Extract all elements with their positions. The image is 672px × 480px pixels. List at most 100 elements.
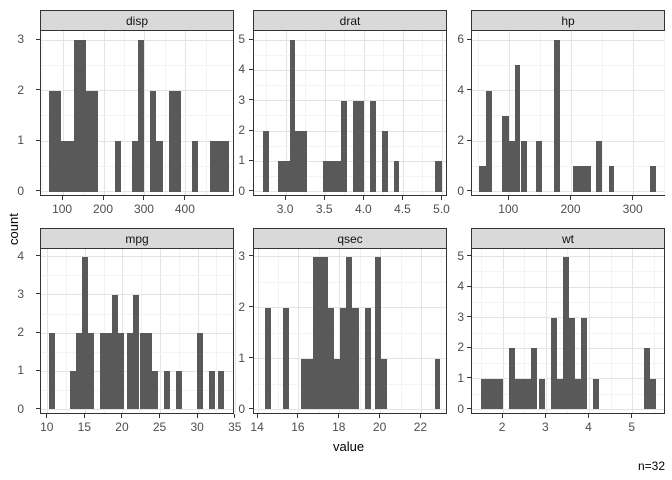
gridline-x-major (508, 31, 510, 195)
histogram-bar (312, 256, 329, 410)
histogram-bar (295, 131, 308, 192)
x-axis-title: value (333, 439, 365, 454)
gridline-y-major (254, 69, 446, 71)
histogram-bar (70, 371, 77, 410)
x-tick-mark (196, 414, 198, 418)
y-tick-label: 1 (17, 133, 24, 148)
x-tick-label: 100 (52, 202, 73, 216)
gridline-x-minor (42, 31, 44, 195)
x-tick-label: 3.0 (276, 202, 294, 216)
gridline-x-minor (400, 249, 402, 413)
facet-strip-label: qsec (337, 231, 363, 246)
facet-panel-mpg (40, 248, 237, 414)
histogram-bar (554, 40, 561, 192)
x-tick-label: 3 (541, 420, 549, 434)
gridline-x-minor (216, 249, 218, 413)
gridline-x-major (363, 31, 365, 195)
y-tick-label: 0 (457, 183, 464, 198)
y-tick-mark (249, 129, 253, 131)
facet-panel-disp (40, 30, 234, 196)
histogram-bar (150, 90, 157, 192)
y-tick-label: 0 (17, 401, 24, 416)
histogram-bar (192, 141, 199, 192)
y-tick-label: 4 (238, 62, 245, 77)
histogram-bar (112, 294, 119, 410)
y-tick-label: 4 (17, 248, 24, 263)
x-tick-mark (143, 196, 145, 200)
y-tick-mark (36, 89, 40, 91)
y-tick-mark (36, 255, 40, 257)
histogram-bar (289, 40, 296, 192)
histogram-bar (514, 378, 531, 410)
histogram-bar (536, 141, 543, 192)
x-tick-mark (184, 196, 186, 200)
histogram-bar (485, 90, 492, 192)
facet-strip-label: mpg (125, 231, 149, 246)
y-tick-label: 2 (238, 123, 245, 138)
gridline-x-major (420, 249, 422, 413)
gridline-y-major (254, 100, 446, 102)
y-tick-mark (467, 255, 471, 257)
sample-size-note: n=32 (637, 459, 665, 473)
y-tick-label: 0 (238, 401, 245, 416)
x-tick-label: 18 (332, 420, 346, 434)
histogram-bar (508, 141, 515, 192)
y-tick-label: 3 (17, 32, 24, 46)
facet-panel-wt (471, 248, 665, 414)
gridline-x-minor (610, 249, 612, 413)
y-tick-label: 2 (457, 340, 464, 355)
y-tick-mark (249, 159, 253, 161)
gridline-x-minor (141, 249, 143, 413)
facet-strip-drat: drat (253, 10, 447, 31)
x-tick-mark (61, 196, 63, 200)
y-tick-mark (36, 38, 40, 40)
x-tick-label: 10 (40, 420, 54, 434)
histogram-bar (73, 40, 86, 192)
gridline-x-major (298, 249, 300, 413)
y-axis-title: count (6, 213, 21, 245)
histogram-bar (649, 166, 657, 192)
gridline-x-major (62, 31, 64, 195)
gridline-x-major (47, 249, 49, 413)
gridline-x-minor (278, 249, 279, 413)
x-tick-label: 5.0 (433, 202, 450, 216)
y-tick-mark (249, 306, 253, 308)
gridline-y-major (254, 191, 446, 193)
y-tick-mark (467, 377, 471, 379)
y-tick-mark (249, 255, 253, 257)
histogram-bar (175, 371, 182, 410)
x-tick-label: 20 (372, 420, 387, 434)
histogram-bar (580, 317, 587, 410)
histogram-bar (210, 141, 229, 192)
y-tick-label: 4 (457, 279, 464, 294)
histogram-bar (328, 307, 335, 410)
facet-strip-qsec: qsec (253, 228, 447, 249)
x-tick-label: 30 (190, 420, 204, 434)
histogram-bar (556, 378, 563, 410)
facet-strip-label: disp (125, 13, 148, 28)
gridline-x-minor (103, 249, 105, 413)
gridline-x-major (589, 249, 591, 413)
histogram-bar (381, 358, 388, 410)
histogram-bar (364, 307, 371, 410)
histogram-bar (127, 333, 134, 410)
y-tick-label: 1 (17, 363, 24, 378)
x-tick-label: 300 (133, 202, 154, 216)
histogram-bar (572, 166, 591, 192)
y-tick-label: 6 (457, 32, 464, 46)
gridline-x-major (442, 31, 444, 195)
x-tick-mark (362, 196, 364, 200)
histogram-bar (520, 141, 527, 192)
gridline-y-major (472, 140, 664, 142)
facet-panel-hp (471, 30, 666, 196)
gridline-y-minor (41, 64, 233, 66)
histogram-bar (502, 115, 509, 192)
gridline-x-major (185, 31, 187, 195)
facet-strip-wt: wt (471, 228, 665, 249)
gridline-y-major (472, 39, 664, 41)
gridline-x-minor (164, 31, 166, 195)
x-tick-label: 25 (152, 420, 167, 434)
histogram-bar (118, 333, 125, 410)
gridline-y-minor (254, 115, 446, 117)
gridline-x-major (235, 249, 237, 413)
